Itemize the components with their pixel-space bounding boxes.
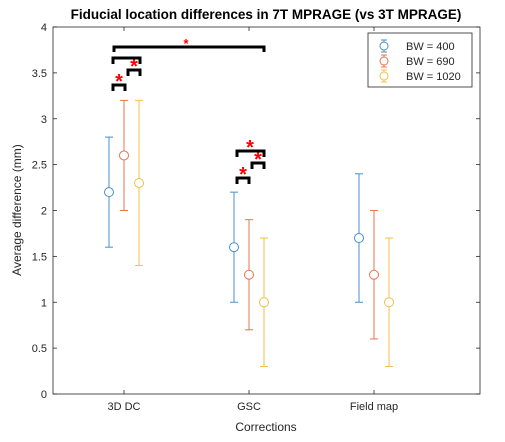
legend-label: BW = 1020 [406, 71, 461, 83]
bracket [126, 68, 142, 76]
bracket [111, 56, 142, 64]
bracket-long [112, 45, 266, 52]
x-tick-label: 3D DC [107, 401, 140, 413]
series-1 [104, 136, 364, 303]
significance-star: * [254, 149, 262, 171]
bracket [111, 83, 127, 91]
y-tick-label: 4 [41, 22, 47, 34]
chart-title: Fiducial location differences in 7T MPRA… [71, 7, 462, 22]
y-tick-label: 3 [41, 114, 47, 126]
legend-marker [379, 56, 389, 66]
significance-star: * [183, 36, 189, 51]
significance-star: * [115, 71, 123, 93]
y-tick-label: 2.5 [32, 160, 47, 172]
legend-label: BW = 400 [406, 41, 455, 53]
data-point [259, 297, 269, 308]
series-3 [134, 99, 394, 367]
data-point [104, 187, 114, 198]
x-tick-label: Field map [350, 401, 398, 413]
legend-item-1: BW = 400 [379, 39, 455, 53]
data-point [369, 269, 379, 280]
legend-marker [379, 41, 389, 51]
data-point [244, 269, 254, 280]
data-point [229, 242, 239, 253]
bracket [235, 176, 251, 184]
axes: 0 0.5 1 1.5 2 2.5 3 3.5 4 3D DC GSC Field map [32, 22, 481, 413]
y-axis-label: Average difference (mm) [10, 144, 24, 276]
y-tick-label: 3.5 [32, 68, 47, 80]
bracket [235, 149, 266, 157]
data-point [134, 177, 144, 188]
y-tick-label: 1.5 [32, 251, 47, 263]
y-tick-label: 0.5 [32, 343, 47, 355]
legend-label: BW = 690 [406, 56, 455, 68]
data-point [119, 150, 129, 161]
legend-item-2: BW = 690 [379, 54, 455, 68]
data-point [384, 297, 394, 308]
significance-star: * [246, 137, 254, 159]
x-axis-label: Corrections [235, 420, 296, 434]
data-point [354, 233, 364, 244]
series-2 [119, 99, 379, 340]
significance-star: * [239, 164, 247, 186]
x-tick-label: GSC [237, 401, 261, 413]
y-tick-label: 0 [41, 389, 47, 401]
data-series [104, 99, 394, 367]
legend: BW = 400 BW = 690 BW = 1020 [367, 32, 473, 88]
bracket [250, 161, 266, 169]
significance-brackets: ****** [111, 36, 266, 186]
y-tick-label: 2 [41, 206, 47, 218]
legend-marker [379, 71, 389, 81]
significance-star: * [130, 56, 138, 78]
y-tick-label: 1 [41, 297, 47, 309]
legend-item-3: BW = 1020 [379, 69, 461, 83]
